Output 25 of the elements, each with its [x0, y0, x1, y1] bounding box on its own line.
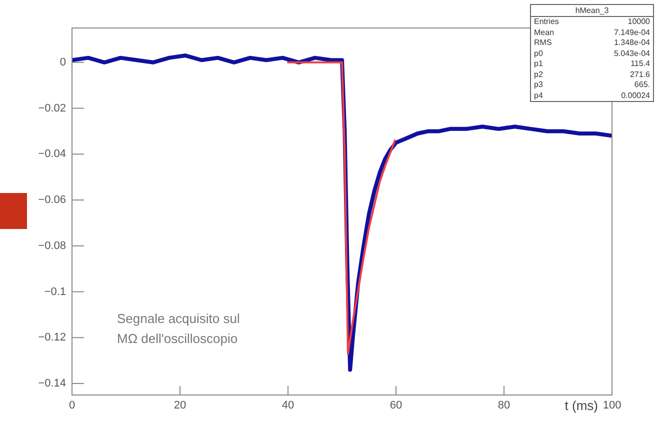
- text: Entries 10000: [534, 17, 650, 26]
- y-tick-label: −0.12: [38, 332, 66, 344]
- text: hMean_3: [531, 5, 653, 17]
- text: p3 665.: [534, 80, 650, 89]
- x-axis-title: t (ms): [564, 398, 598, 414]
- text: p0 5.043e-04: [534, 48, 650, 58]
- x-tick-label: 80: [498, 400, 510, 412]
- text: RMS 1.348e-04: [534, 38, 650, 47]
- y-tick-label: −0.14: [38, 378, 66, 390]
- annotation: Segnale acquisito sul MΩ dell'oscilloscopio: [117, 311, 240, 346]
- y-tick-label: −0.02: [38, 102, 66, 114]
- x-tick-label: 40: [282, 400, 294, 412]
- text: p4 0.00024: [534, 90, 650, 100]
- y-tick-label: 0: [60, 56, 66, 68]
- y-tick-label: −0.04: [38, 148, 66, 160]
- text: p2 271.6: [534, 70, 650, 78]
- y-tick-label: −0.08: [38, 240, 66, 252]
- y-tick-label: −0.1: [44, 286, 66, 298]
- text: p1 115.4: [534, 59, 650, 68]
- x-tick-label: 60: [390, 400, 402, 412]
- x-tick-label: 0: [68, 400, 76, 412]
- y-tick-label: −0.06: [38, 194, 66, 206]
- x-tick-label: 20: [174, 400, 186, 412]
- x-tick-label: 100: [602, 400, 622, 412]
- text: Mean 7.149e-04: [534, 28, 650, 36]
